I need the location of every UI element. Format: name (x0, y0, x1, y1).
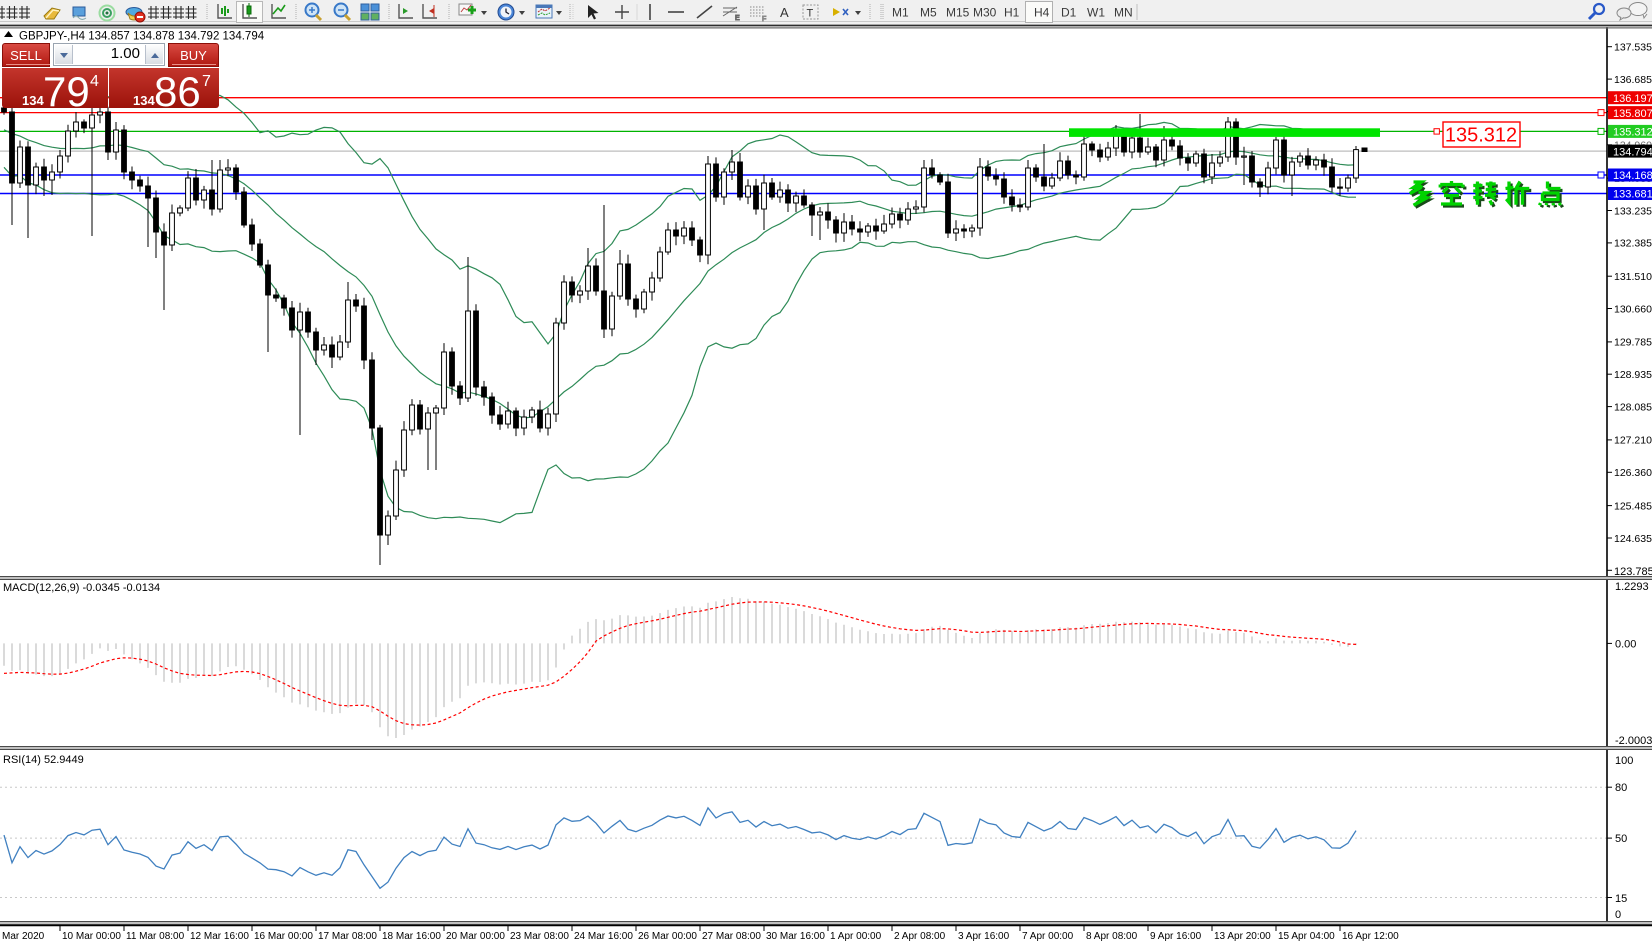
svg-text:136.197: 136.197 (1613, 93, 1652, 105)
svg-text:128.935: 128.935 (1614, 369, 1652, 381)
svg-text:1.2293: 1.2293 (1615, 581, 1649, 593)
svg-text:100: 100 (1615, 755, 1633, 767)
svg-text:16 Mar 00:00: 16 Mar 00:00 (254, 931, 313, 942)
svg-text:16 Apr 12:00: 16 Apr 12:00 (1342, 931, 1399, 942)
svg-text:128.085: 128.085 (1614, 401, 1652, 413)
svg-text:26 Mar 00:00: 26 Mar 00:00 (638, 931, 697, 942)
svg-text:18 Mar 16:00: 18 Mar 16:00 (382, 931, 441, 942)
svg-text:15: 15 (1615, 893, 1627, 905)
svg-text:137.535: 137.535 (1614, 42, 1652, 54)
svg-text:MN: MN (1114, 6, 1133, 20)
svg-text:20 Mar 00:00: 20 Mar 00:00 (446, 931, 505, 942)
svg-text:23 Mar 08:00: 23 Mar 08:00 (510, 931, 569, 942)
svg-text:A: A (780, 5, 789, 20)
svg-text:RSI(14) 52.9449: RSI(14) 52.9449 (3, 754, 84, 766)
svg-text:M15: M15 (946, 6, 970, 20)
svg-text:123.785: 123.785 (1614, 566, 1652, 578)
svg-text:Mar 2020: Mar 2020 (2, 931, 45, 942)
svg-text:136.685: 136.685 (1614, 74, 1652, 86)
svg-text:131.510: 131.510 (1614, 271, 1652, 283)
svg-text:0: 0 (1615, 909, 1621, 921)
svg-text:T: T (807, 8, 814, 20)
svg-text:125.485: 125.485 (1614, 500, 1652, 512)
svg-text:12 Mar 16:00: 12 Mar 16:00 (190, 931, 249, 942)
svg-text:3 Apr 16:00: 3 Apr 16:00 (958, 931, 1010, 942)
svg-text:124.635: 124.635 (1614, 533, 1652, 545)
svg-text:50: 50 (1615, 833, 1627, 845)
svg-text:24 Mar 16:00: 24 Mar 16:00 (574, 931, 633, 942)
svg-text:127.210: 127.210 (1614, 435, 1652, 447)
svg-text:M1: M1 (892, 6, 909, 20)
svg-text:135.312: 135.312 (1445, 125, 1517, 147)
svg-text:MACD(12,26,9) -0.0345 -0.0134: MACD(12,26,9) -0.0345 -0.0134 (3, 582, 160, 594)
svg-text:E: E (735, 15, 740, 22)
svg-text:134.168: 134.168 (1613, 170, 1652, 182)
svg-text:7 Apr 00:00: 7 Apr 00:00 (1022, 931, 1074, 942)
svg-text:13 Apr 20:00: 13 Apr 20:00 (1214, 931, 1271, 942)
svg-text:H4: H4 (1034, 6, 1050, 20)
svg-text:W1: W1 (1087, 6, 1105, 20)
svg-text:130.660: 130.660 (1614, 303, 1652, 315)
svg-text:15 Apr 04:00: 15 Apr 04:00 (1278, 931, 1335, 942)
svg-text:132.385: 132.385 (1614, 238, 1652, 250)
svg-text:27 Mar 08:00: 27 Mar 08:00 (702, 931, 761, 942)
svg-text:9 Apr 16:00: 9 Apr 16:00 (1150, 931, 1202, 942)
svg-text:11 Mar 08:00: 11 Mar 08:00 (126, 931, 185, 942)
svg-text:133.235: 133.235 (1614, 205, 1652, 217)
svg-text:17 Mar 08:00: 17 Mar 08:00 (318, 931, 377, 942)
svg-text:80: 80 (1615, 782, 1627, 794)
svg-text:134.794: 134.794 (1613, 146, 1652, 158)
svg-text:M30: M30 (973, 6, 997, 20)
svg-text:GBPJPY-,H4 134.857 134.878 13: GBPJPY-,H4 134.857 134.878 134.792 134.7… (19, 31, 265, 43)
svg-text:0.00: 0.00 (1615, 638, 1636, 650)
svg-text:F: F (762, 16, 766, 23)
svg-text:129.785: 129.785 (1614, 337, 1652, 349)
svg-text:30 Mar 16:00: 30 Mar 16:00 (766, 931, 825, 942)
svg-text:H1: H1 (1004, 6, 1020, 20)
svg-text:8 Apr 08:00: 8 Apr 08:00 (1086, 931, 1138, 942)
svg-text:M5: M5 (920, 6, 937, 20)
svg-text:D1: D1 (1061, 6, 1077, 20)
svg-text:126.360: 126.360 (1614, 467, 1652, 479)
svg-text:133.681: 133.681 (1613, 189, 1652, 201)
svg-text:2 Apr 08:00: 2 Apr 08:00 (894, 931, 946, 942)
svg-text:10 Mar 00:00: 10 Mar 00:00 (62, 931, 121, 942)
svg-text:135.312: 135.312 (1613, 127, 1652, 139)
svg-text:1 Apr 00:00: 1 Apr 00:00 (830, 931, 882, 942)
svg-text:135.807: 135.807 (1613, 108, 1652, 120)
svg-text:-2.0003: -2.0003 (1615, 735, 1652, 747)
